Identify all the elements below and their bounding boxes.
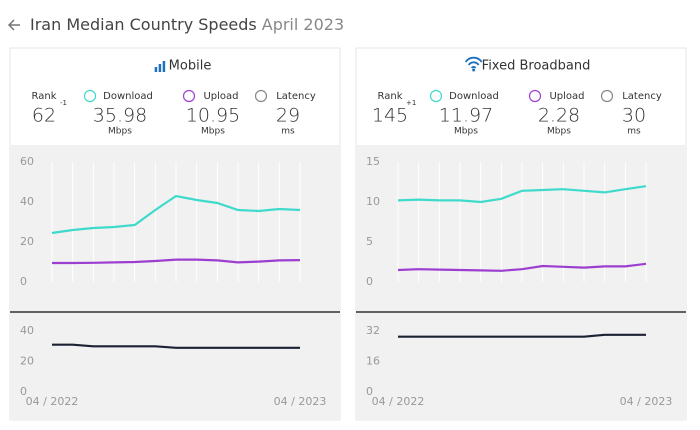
series-line xyxy=(398,333,646,338)
stat-value: 2.28 xyxy=(538,105,580,127)
stat-label: Upload xyxy=(549,91,584,102)
rank-change: -1 xyxy=(60,99,67,107)
wifi-icon xyxy=(472,68,476,72)
stat-value: 29 xyxy=(276,105,300,127)
date: April 2023 xyxy=(262,15,344,34)
chart-area xyxy=(10,145,340,420)
y-tick-label: 0 xyxy=(20,275,27,288)
stat-value: 35.98 xyxy=(93,105,147,127)
series-line xyxy=(52,258,301,265)
panel-title: Mobile xyxy=(169,59,212,74)
stat-value: 11.97 xyxy=(439,105,493,127)
stat-icon xyxy=(182,89,196,103)
y-tick-label: 16 xyxy=(366,355,380,368)
y-tick-label: 5 xyxy=(366,235,373,248)
stat-label: Upload xyxy=(203,91,238,102)
x-tick-label: 04 / 2022 xyxy=(372,395,425,408)
y-tick-label: 15 xyxy=(366,155,380,168)
stat-unit: ms xyxy=(627,127,641,137)
stat-value: 145 xyxy=(372,105,408,127)
series-line xyxy=(51,194,301,235)
wifi-icon xyxy=(470,66,477,69)
y-tick-label: 0 xyxy=(366,275,373,288)
stat-unit: Mbps xyxy=(108,127,132,137)
stat-unit: Mbps xyxy=(201,127,225,137)
stat-label: Rank xyxy=(32,91,57,102)
stat-icon xyxy=(528,89,542,103)
stat-icon xyxy=(254,89,268,103)
stat-unit: Mbps xyxy=(454,127,478,137)
stat-icon xyxy=(83,89,97,103)
page-title: Iran Median Country Speeds April 2023 xyxy=(30,15,344,34)
y-tick-label: 10 xyxy=(366,195,380,208)
back-arrow[interactable] xyxy=(7,19,20,31)
stat-icon xyxy=(429,89,443,103)
stat-value: 62 xyxy=(32,105,56,127)
y-tick-label: 40 xyxy=(20,324,34,337)
x-tick-label: 04 / 2023 xyxy=(620,395,673,408)
stat-label: Latency xyxy=(622,91,662,102)
y-tick-label: 40 xyxy=(20,195,34,208)
wifi-icon xyxy=(464,56,483,63)
stat-unit: ms xyxy=(281,127,295,137)
y-tick-label: 60 xyxy=(20,155,34,168)
stat-label: Download xyxy=(103,91,153,102)
stat-label: Download xyxy=(449,91,499,102)
y-tick-label: 20 xyxy=(20,235,34,248)
stat-label: Latency xyxy=(276,91,316,102)
y-tick-label: 20 xyxy=(20,355,34,368)
x-tick-label: 04 / 2023 xyxy=(274,395,327,408)
chart-area xyxy=(356,145,686,420)
rank-change: +1 xyxy=(406,99,416,107)
series-line xyxy=(52,343,300,349)
panel-title: Fixed Broadband xyxy=(482,59,591,74)
y-tick-label: 32 xyxy=(366,324,380,337)
y-tick-label: 0 xyxy=(366,385,373,398)
series-line xyxy=(397,262,647,272)
y-tick-label: 0 xyxy=(20,385,27,398)
series-line xyxy=(397,185,647,204)
mobile-icon xyxy=(154,67,158,72)
stat-value: 10.95 xyxy=(186,105,240,127)
title: Iran Median Country Speeds xyxy=(30,15,257,34)
stat-unit: Mbps xyxy=(547,127,571,137)
mobile-icon xyxy=(158,64,162,72)
stat-icon xyxy=(600,89,614,103)
stat-value: 30 xyxy=(622,105,646,127)
x-tick-label: 04 / 2022 xyxy=(26,395,79,408)
stat-label: Rank xyxy=(378,91,403,102)
mobile-icon xyxy=(162,61,166,72)
wifi-icon xyxy=(467,61,480,66)
